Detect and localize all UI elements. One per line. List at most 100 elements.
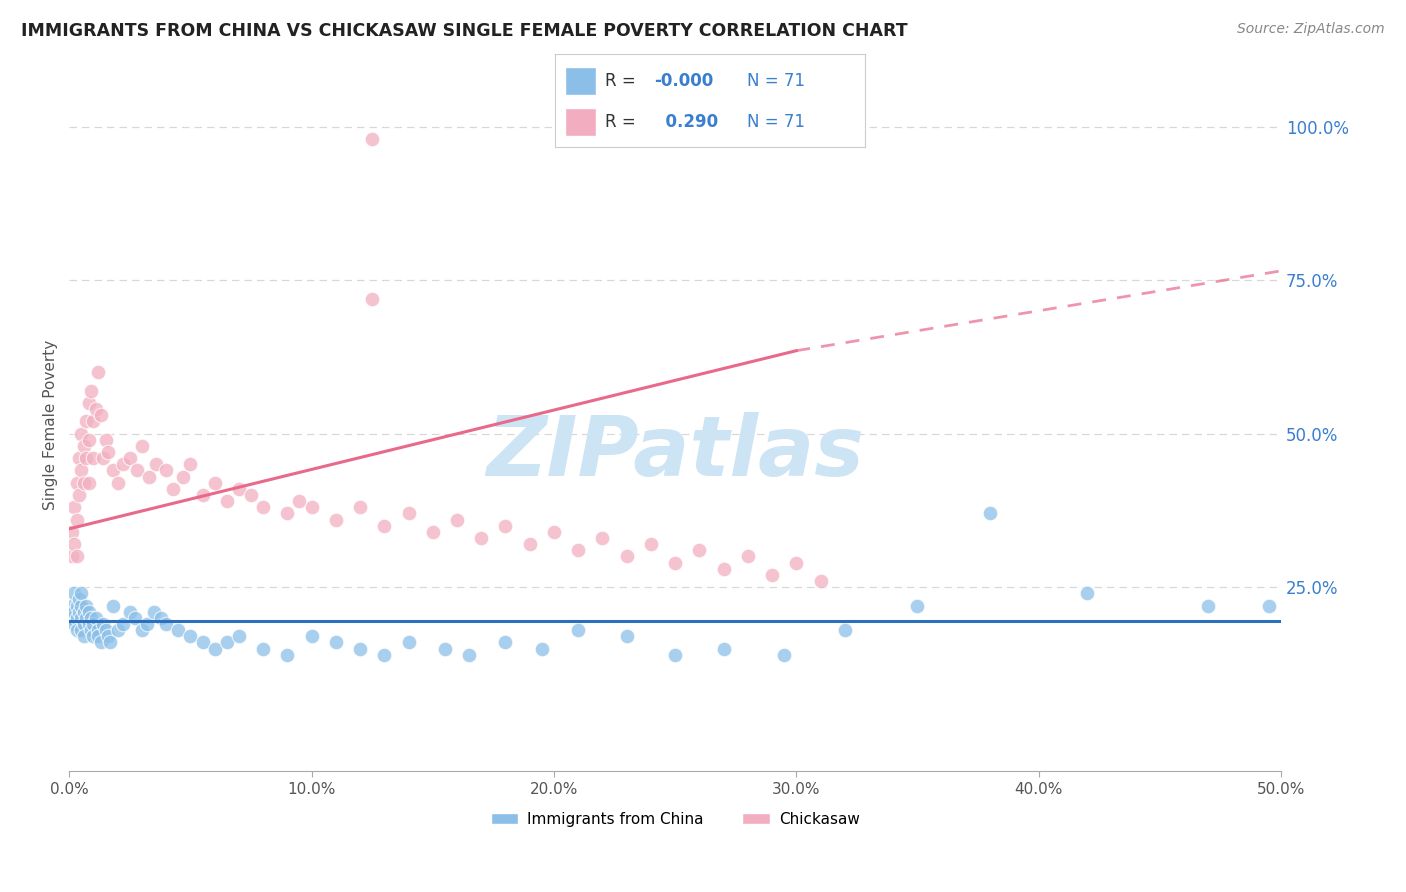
Point <box>664 648 686 662</box>
Point <box>60 524 83 539</box>
Text: R =: R = <box>605 71 641 90</box>
Point <box>111 458 134 472</box>
Point <box>1197 599 1219 613</box>
Point <box>67 488 90 502</box>
Point <box>155 617 177 632</box>
Point <box>433 641 456 656</box>
Point <box>67 451 90 466</box>
Point <box>640 537 662 551</box>
Point <box>73 439 96 453</box>
Point <box>131 623 153 637</box>
Text: R =: R = <box>605 113 641 131</box>
Point <box>107 623 129 637</box>
Point <box>240 488 263 502</box>
Point <box>75 599 97 613</box>
Point <box>77 605 100 619</box>
Point <box>80 611 103 625</box>
Point <box>100 635 122 649</box>
Point <box>118 605 141 619</box>
Point <box>77 396 100 410</box>
Point <box>204 475 226 490</box>
Point <box>325 512 347 526</box>
Point <box>349 641 371 656</box>
Point <box>97 445 120 459</box>
Point <box>361 132 384 146</box>
Point <box>349 500 371 515</box>
Point <box>73 605 96 619</box>
Point <box>80 384 103 398</box>
Point <box>458 648 481 662</box>
Point <box>145 458 167 472</box>
Point <box>215 635 238 649</box>
Point <box>519 537 541 551</box>
Point <box>135 617 157 632</box>
Point <box>70 611 93 625</box>
Point <box>252 641 274 656</box>
Point <box>143 605 166 619</box>
Point <box>90 635 112 649</box>
Point <box>301 500 323 515</box>
Text: 0.290: 0.290 <box>654 113 718 131</box>
Point <box>373 518 395 533</box>
Point <box>94 433 117 447</box>
Point <box>107 475 129 490</box>
Point <box>65 623 87 637</box>
Point <box>785 556 807 570</box>
Point <box>688 543 710 558</box>
Point <box>191 488 214 502</box>
Point <box>616 549 638 564</box>
Point <box>90 408 112 422</box>
Point <box>94 623 117 637</box>
Point <box>664 556 686 570</box>
Point <box>77 433 100 447</box>
Point <box>75 451 97 466</box>
Point <box>65 611 87 625</box>
Point <box>398 507 420 521</box>
Point <box>87 629 110 643</box>
Point <box>276 507 298 521</box>
Point <box>713 641 735 656</box>
FancyBboxPatch shape <box>565 67 596 95</box>
Point <box>80 623 103 637</box>
Point <box>84 611 107 625</box>
Point <box>138 469 160 483</box>
Point <box>65 475 87 490</box>
Point <box>591 531 613 545</box>
Point <box>70 426 93 441</box>
Point <box>422 524 444 539</box>
Point <box>131 439 153 453</box>
Point <box>150 611 173 625</box>
Point <box>446 512 468 526</box>
Point <box>73 629 96 643</box>
Point <box>60 611 83 625</box>
Text: IMMIGRANTS FROM CHINA VS CHICKASAW SINGLE FEMALE POVERTY CORRELATION CHART: IMMIGRANTS FROM CHINA VS CHICKASAW SINGL… <box>21 22 908 40</box>
Point <box>63 586 86 600</box>
Point <box>73 475 96 490</box>
Point <box>530 641 553 656</box>
Point <box>167 623 190 637</box>
Point <box>63 500 86 515</box>
Text: N = 71: N = 71 <box>747 113 806 131</box>
Point <box>204 641 226 656</box>
Point <box>63 537 86 551</box>
Point <box>127 463 149 477</box>
Point <box>543 524 565 539</box>
Point <box>82 451 104 466</box>
Point <box>810 574 832 588</box>
Point <box>301 629 323 643</box>
Point <box>761 567 783 582</box>
Point <box>567 543 589 558</box>
Point <box>65 549 87 564</box>
Point <box>111 617 134 632</box>
Point <box>91 451 114 466</box>
Point <box>191 635 214 649</box>
Point <box>1257 599 1279 613</box>
Point <box>70 599 93 613</box>
Point <box>101 463 124 477</box>
Point <box>82 617 104 632</box>
Point <box>494 635 516 649</box>
Point <box>361 292 384 306</box>
Point <box>67 592 90 607</box>
Point <box>101 599 124 613</box>
Point <box>373 648 395 662</box>
